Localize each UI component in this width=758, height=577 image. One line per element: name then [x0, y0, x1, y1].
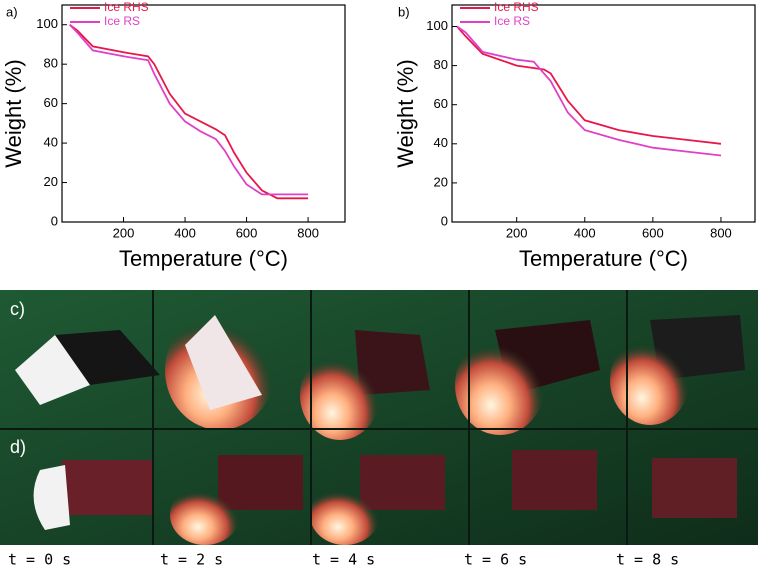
cotton [185, 315, 262, 410]
cotton [15, 335, 90, 405]
time-label: t = 6 s [464, 551, 527, 569]
photo-row-label: d) [10, 437, 26, 457]
y-tick-label: 80 [44, 56, 58, 71]
flame [310, 485, 380, 545]
plot-frame [61, 4, 346, 223]
sample [55, 330, 160, 385]
x-axis-title: Temperature (°C) [119, 246, 288, 271]
flame [300, 350, 380, 440]
y-tick-label: 20 [44, 174, 58, 189]
time-label: t = 0 s [8, 551, 71, 569]
x-tick-label: 200 [506, 225, 528, 240]
y-tick-label: 60 [434, 96, 448, 111]
y-tick-label: 0 [441, 213, 448, 228]
x-tick-label: 800 [297, 225, 319, 240]
x-tick-label: 200 [113, 225, 135, 240]
y-tick-label: 60 [44, 95, 58, 110]
y-tick-label: 100 [426, 18, 448, 33]
legend-label: Ice RHS [494, 0, 539, 14]
data-line [456, 25, 722, 145]
y-tick-label: 20 [434, 174, 448, 189]
y-tick-label: 0 [51, 213, 58, 228]
legend-label: Ice RS [104, 14, 140, 28]
photo-row-d [33, 450, 737, 545]
x-tick-label: 400 [174, 225, 196, 240]
y-tick-label: 40 [44, 135, 58, 150]
time-label: t = 4 s [312, 551, 375, 569]
sample [652, 458, 737, 518]
x-tick-label: 600 [642, 225, 664, 240]
x-axis-title: Temperature (°C) [519, 246, 688, 271]
y-tick-label: 100 [36, 16, 58, 31]
data-line [69, 24, 309, 196]
legend-label: Ice RS [494, 14, 530, 28]
x-tick-label: 600 [236, 225, 258, 240]
time-label: t = 2 s [160, 551, 223, 569]
legend-label: Ice RHS [104, 0, 149, 14]
y-tick-label: 40 [434, 135, 448, 150]
time-label: t = 8 s [616, 551, 679, 569]
y-axis-title: Weight (%) [1, 59, 26, 167]
photo-row-c [15, 310, 745, 440]
flame [610, 335, 690, 425]
data-line [456, 25, 722, 157]
x-tick-label: 400 [574, 225, 596, 240]
plot-frame [451, 4, 756, 223]
flame [455, 335, 545, 435]
panel-label: b) [398, 4, 410, 19]
panel-label: a) [6, 4, 18, 19]
data-line [69, 23, 309, 200]
flame [170, 485, 240, 545]
y-axis-title: Weight (%) [393, 59, 418, 167]
photo-area [0, 290, 758, 545]
cotton [33, 465, 70, 530]
sample [512, 450, 597, 510]
sample [62, 460, 152, 515]
y-tick-label: 80 [434, 57, 448, 72]
x-tick-label: 800 [710, 225, 732, 240]
photo-row-label: c) [10, 299, 25, 319]
